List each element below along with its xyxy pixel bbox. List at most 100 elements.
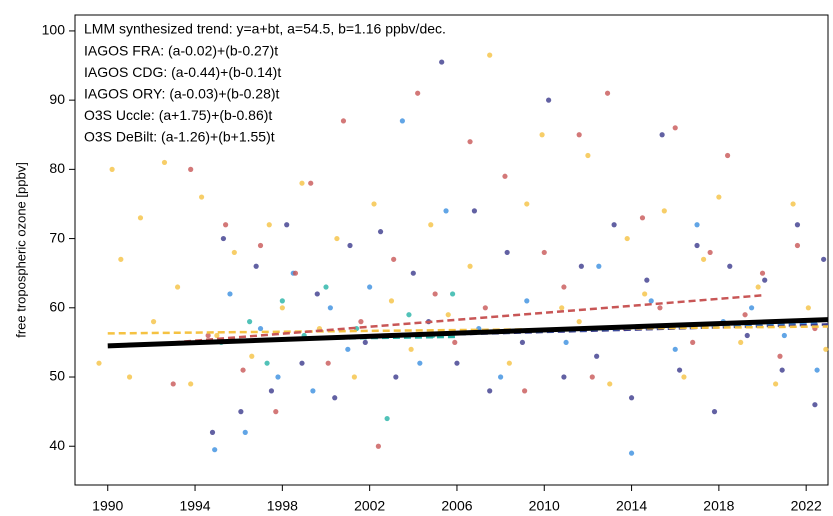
data-point	[672, 125, 678, 131]
data-point	[454, 360, 460, 366]
data-point	[209, 429, 216, 435]
data-point	[546, 97, 552, 103]
data-point	[220, 235, 227, 242]
data-point	[415, 90, 421, 96]
data-point	[628, 395, 635, 401]
data-point	[742, 312, 748, 318]
data-point	[482, 305, 488, 311]
data-point	[578, 263, 584, 269]
x-tick-label: 2002	[354, 498, 385, 514]
legend-label: LMM synthesized trend: y=a+bt, a=54.5, b…	[84, 21, 446, 37]
data-point	[170, 381, 176, 387]
data-point	[716, 194, 722, 200]
data-point	[794, 222, 801, 228]
legend-label: IAGOS CDG: (a-0.44)+(b-0.14)t	[84, 64, 281, 80]
data-point	[325, 360, 331, 366]
data-point	[377, 229, 384, 235]
data-point	[524, 298, 530, 304]
data-point	[596, 263, 602, 269]
x-tick-label: 2010	[529, 498, 560, 514]
data-point	[821, 256, 827, 262]
data-point	[327, 305, 333, 311]
data-point	[777, 353, 783, 359]
data-point	[506, 360, 512, 366]
data-point	[188, 166, 194, 172]
data-point	[628, 450, 635, 456]
data-point	[779, 367, 785, 373]
data-point	[755, 284, 761, 290]
data-point	[471, 208, 478, 214]
data-point	[694, 242, 700, 249]
data-point	[247, 319, 253, 325]
data-point	[502, 173, 508, 179]
data-point	[611, 222, 617, 228]
data-point	[273, 409, 279, 415]
data-point	[794, 242, 801, 249]
data-point	[727, 263, 733, 269]
data-point	[367, 284, 373, 290]
y-axis-label: free tropospheric ozone [ppbv]	[13, 162, 28, 338]
data-point	[773, 381, 779, 387]
data-point	[812, 402, 818, 408]
data-point	[585, 152, 591, 159]
data-point	[814, 367, 820, 373]
data-point	[700, 256, 707, 262]
data-point	[428, 222, 434, 228]
data-point	[266, 222, 272, 228]
data-point	[406, 312, 412, 318]
data-point	[672, 346, 678, 352]
data-point	[781, 332, 787, 339]
data-point	[257, 242, 264, 249]
x-tick-label: 1990	[92, 498, 123, 514]
data-point	[676, 367, 683, 373]
data-point	[323, 284, 329, 290]
data-point	[253, 263, 259, 269]
data-point	[707, 249, 713, 256]
data-point	[109, 166, 115, 172]
data-point	[268, 388, 275, 394]
data-point	[594, 353, 600, 359]
data-point	[345, 346, 351, 352]
data-point	[589, 374, 595, 380]
y-tick-label: 60	[49, 299, 65, 315]
x-tick-label: 1998	[267, 498, 298, 514]
data-point	[452, 339, 458, 346]
data-point	[214, 332, 220, 339]
data-point	[449, 291, 456, 297]
data-point	[188, 381, 194, 387]
data-point	[410, 270, 416, 276]
data-point	[299, 180, 305, 186]
data-point	[541, 249, 547, 256]
data-point	[659, 132, 665, 138]
lmm-trend-line	[107, 317, 829, 349]
data-point	[227, 291, 233, 297]
data-point	[310, 388, 316, 394]
data-point	[393, 374, 399, 380]
data-point	[150, 319, 157, 325]
plot-frame	[74, 14, 829, 486]
data-point	[417, 360, 423, 366]
data-point	[790, 201, 796, 207]
data-point	[439, 59, 445, 65]
data-point	[576, 132, 582, 138]
data-point	[279, 305, 285, 311]
x-tick-label: 2018	[703, 498, 734, 514]
data-point	[391, 256, 397, 262]
data-point	[126, 374, 133, 380]
data-point	[275, 374, 281, 380]
data-point	[823, 346, 829, 352]
data-point	[519, 339, 526, 346]
data-point	[805, 305, 811, 311]
data-point	[264, 360, 270, 366]
data-point	[576, 319, 582, 325]
data-point	[161, 159, 168, 166]
data-point	[749, 305, 755, 311]
data-point	[711, 409, 718, 415]
data-point	[561, 284, 567, 290]
series-trend-line	[173, 294, 763, 344]
data-point	[332, 395, 338, 401]
data-point	[292, 270, 299, 276]
data-point	[498, 374, 504, 380]
data-point	[358, 319, 364, 325]
data-point	[238, 409, 244, 415]
